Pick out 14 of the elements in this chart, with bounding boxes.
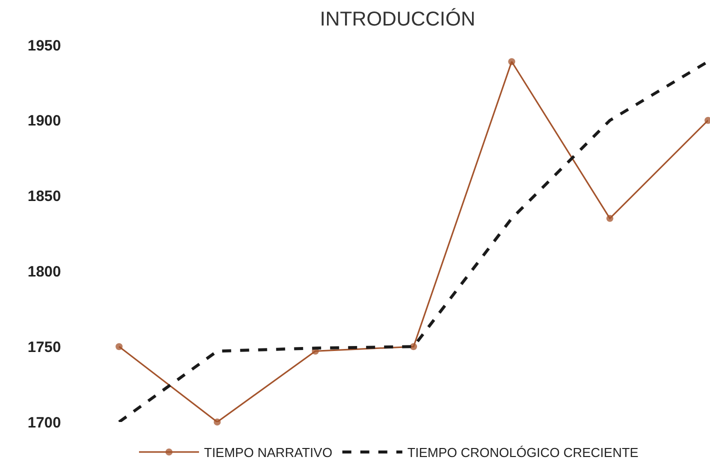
point [116,343,123,350]
y-tick-label: 1750 [28,338,61,356]
y-tick-label: 1800 [28,263,61,280]
y-tick-label: 1850 [28,188,61,206]
legend-label: TIEMPO CRONOLÓGICO CRECIENTE [407,445,639,460]
legend-label: TIEMPO NARRATIVO [204,445,332,460]
y-tick-label: 1900 [28,112,61,130]
y-tick-label: 1950 [28,37,61,54]
y-tick-label: 1700 [28,414,61,432]
chart-title: INTRODUCCIÓN [320,8,476,31]
point [606,214,614,222]
point [508,58,516,66]
point [410,343,418,350]
point [214,418,221,426]
